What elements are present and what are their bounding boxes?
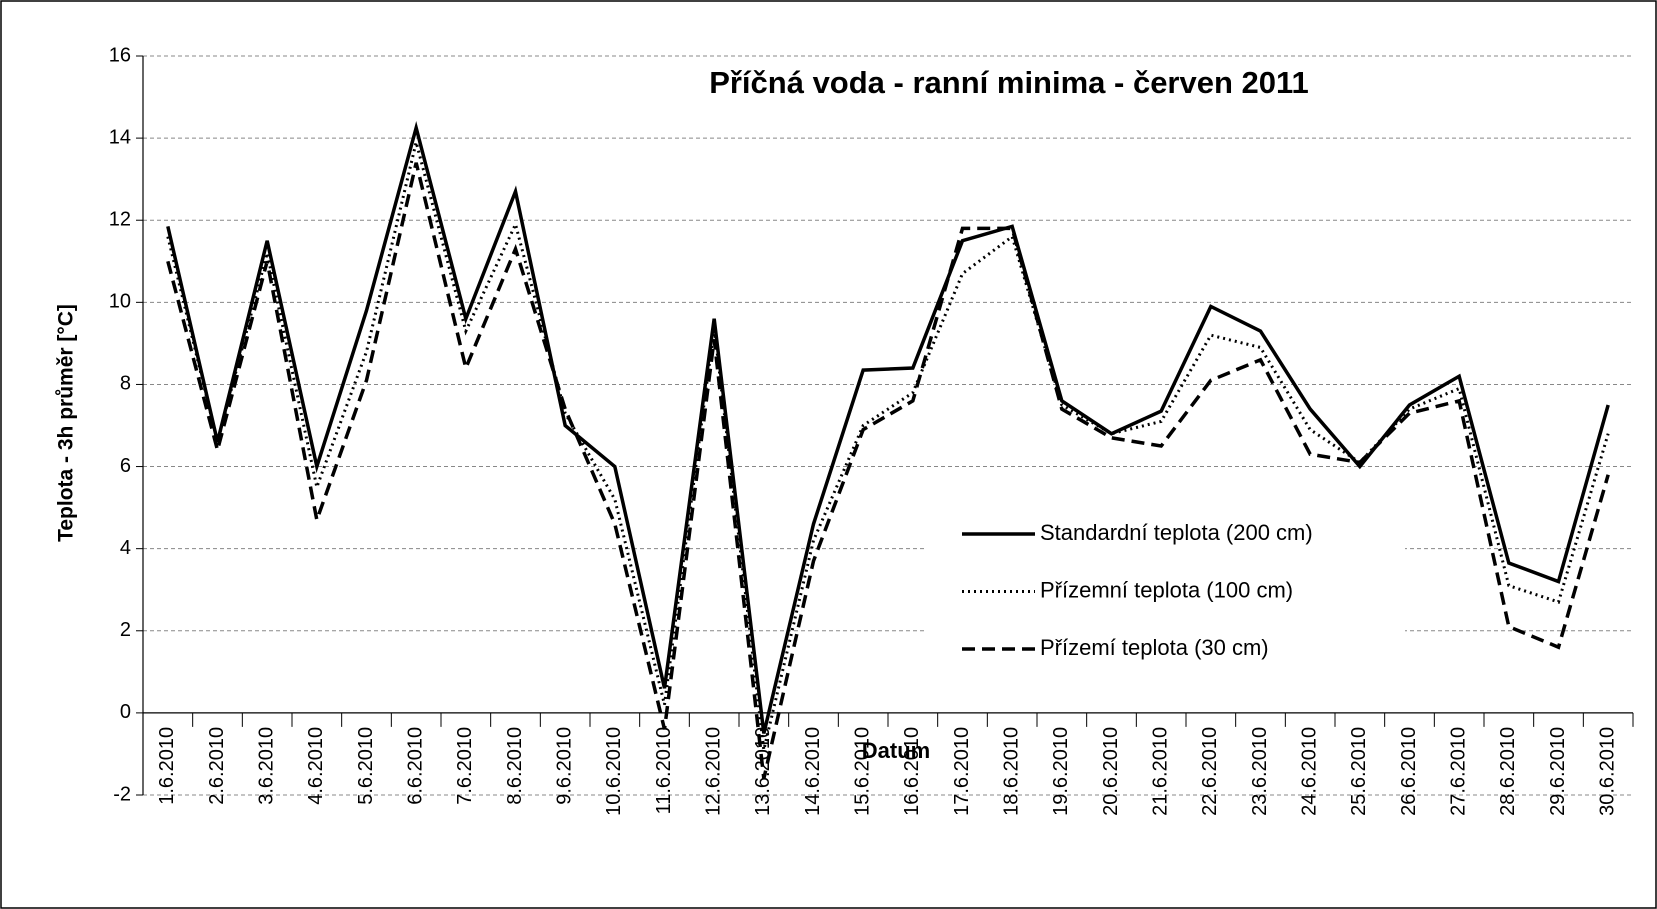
y-tick-label: 12 [109, 209, 131, 231]
x-tick-label: 23.6.2010 [1249, 727, 1271, 816]
y-tick-label: 4 [120, 537, 131, 559]
legend: Standardní teplota (200 cm) Přízemní tepl… [925, 505, 1405, 675]
y-tick-label: 0 [120, 701, 131, 723]
x-tick-label: 11.6.2010 [653, 727, 675, 815]
x-tick-label: 15.6.2010 [851, 727, 873, 816]
x-tick-label: 26.6.2010 [1398, 727, 1420, 816]
x-tick-label: 14.6.2010 [802, 727, 824, 816]
x-tick-label: 5.6.2010 [355, 727, 377, 805]
x-tick-label: 20.6.2010 [1100, 727, 1122, 816]
y-tick-label: 14 [109, 126, 131, 148]
series-line [166, 121, 1610, 734]
chart-title: Příčná voda - ranní minima - červen 2011 [709, 65, 1309, 100]
y-tick-label: 6 [120, 455, 131, 477]
y-axis-label: Teplota - 3h průměr [°C] [55, 304, 78, 542]
x-tick-label: 18.6.2010 [1000, 727, 1022, 816]
lines [166, 121, 1610, 779]
x-tick-label: 30.6.2010 [1596, 727, 1618, 816]
x-tick-label: 10.6.2010 [603, 727, 625, 816]
y-tick-label: 16 [109, 44, 131, 66]
x-tick-label: 29.6.2010 [1547, 727, 1569, 816]
x-tick-label: 6.6.2010 [404, 727, 426, 805]
y-tick-label: 10 [109, 291, 131, 313]
x-tick-label: 12.6.2010 [702, 727, 724, 816]
x-tick-label: 28.6.2010 [1497, 727, 1519, 816]
x-tick-label: 3.6.2010 [255, 727, 277, 805]
legend-label: Standardní teplota (200 cm) [1040, 520, 1313, 545]
x-tick-label: 7.6.2010 [454, 727, 476, 805]
x-tick-label: 16.6.2010 [901, 727, 923, 816]
x-tick-label: 21.6.2010 [1149, 727, 1171, 816]
legend-label: Přízemní teplota (100 cm) [1040, 577, 1293, 602]
series-line [166, 141, 1610, 751]
y-tick-label: 8 [120, 373, 131, 395]
x-tick-label: 22.6.2010 [1199, 727, 1221, 816]
x-tick-label: 8.6.2010 [504, 727, 526, 805]
x-tick-label: 1.6.2010 [156, 727, 178, 805]
labels: -2 0 2 4 6 8 10 12 14 16 1.6.2010 2.6.2010 3.6.2010 4… [109, 44, 1619, 816]
x-axis-label: Datum [862, 738, 930, 763]
series-line [166, 162, 1610, 779]
x-tick-label: 9.6.2010 [553, 727, 575, 805]
x-tick-label: 4.6.2010 [305, 727, 327, 805]
legend-label: Přízemí teplota (30 cm) [1040, 635, 1269, 660]
x-tick-label: 19.6.2010 [1050, 727, 1072, 816]
x-tick-label: 27.6.2010 [1447, 727, 1469, 816]
x-tick-label: 25.6.2010 [1348, 727, 1370, 816]
x-tick-label: 24.6.2010 [1298, 727, 1320, 816]
x-tick-label: 2.6.2010 [206, 727, 228, 805]
x-tick-label: 17.6.2010 [951, 727, 973, 816]
x-tick-label: 13.6.2010 [752, 727, 774, 816]
y-tick-label: -2 [113, 783, 131, 805]
y-tick-label: 2 [120, 619, 131, 641]
